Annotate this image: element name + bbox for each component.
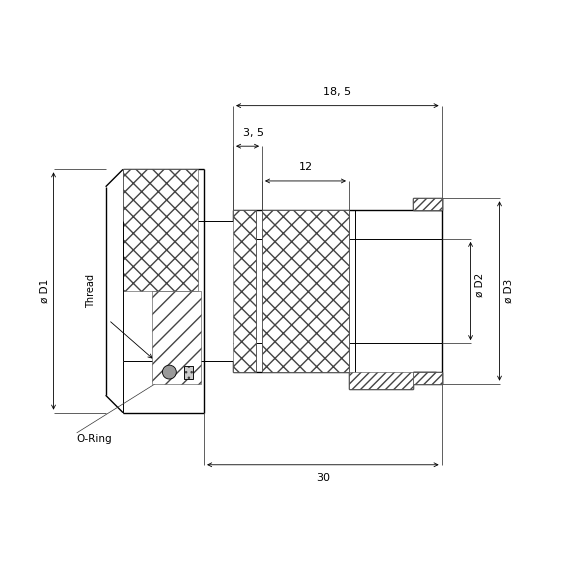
- Text: ø D1: ø D1: [40, 279, 50, 303]
- Bar: [152, 291, 201, 384]
- Text: 30: 30: [316, 473, 330, 484]
- Text: Thread: Thread: [86, 274, 96, 308]
- Circle shape: [162, 365, 176, 379]
- Text: 3, 5: 3, 5: [243, 127, 264, 137]
- Text: ø D2: ø D2: [474, 273, 484, 297]
- Text: 18, 5: 18, 5: [323, 87, 352, 97]
- Text: O-Ring: O-Ring: [77, 434, 112, 443]
- Bar: [413, 372, 442, 384]
- Bar: [413, 198, 442, 210]
- Bar: [349, 372, 413, 389]
- Bar: [262, 210, 349, 372]
- Text: 12: 12: [299, 162, 313, 172]
- Text: ø D3: ø D3: [503, 279, 513, 303]
- Bar: [233, 210, 256, 372]
- Bar: [184, 366, 193, 379]
- Bar: [123, 169, 198, 291]
